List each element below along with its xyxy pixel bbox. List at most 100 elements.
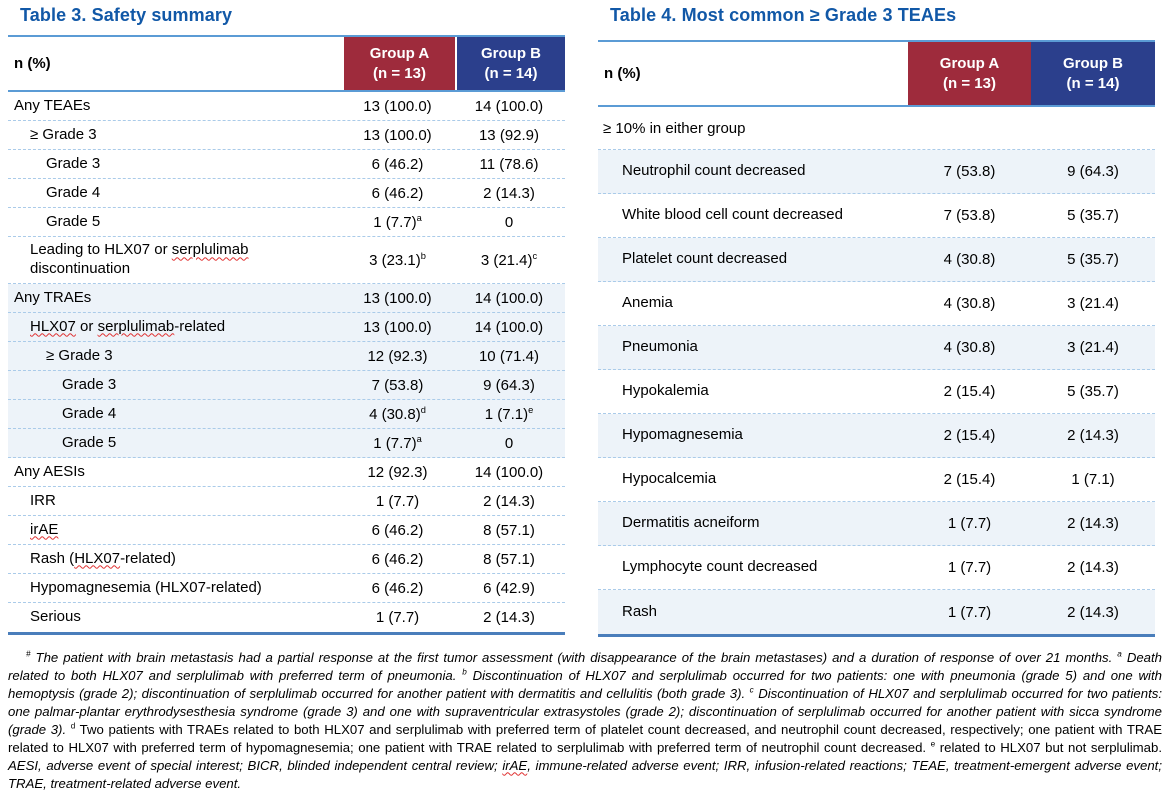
tables-row: Table 3. Safety summary n (%) Group A (n… (8, 5, 1155, 637)
group-b-value: 8 (57.1) (483, 550, 535, 568)
group-b-value: 9 (64.3) (1067, 163, 1119, 180)
text-segment: Grade 5 (62, 433, 117, 451)
group-a-value: 1 (7.7) (375, 492, 420, 510)
text-segment: Discontinuation of HLX07 and serplulimab… (8, 667, 1162, 701)
group-a-value: 3 (23.1)b (369, 250, 426, 269)
row-label: Platelet count decreased (622, 250, 788, 268)
row-label: ≥ Grade 3 (8, 124, 342, 147)
row-label: Lymphocyte count decreased (622, 558, 818, 576)
row-label: Grade 4 (8, 403, 342, 426)
group-a-name: Group A (369, 45, 430, 62)
row-label: Anemia (622, 294, 673, 312)
text-segment: Any TRAEs (14, 288, 92, 306)
table-row: Hypocalcemia 2 (15.4) 1 (7.1) (598, 458, 1155, 502)
row-label: Hypocalcemia (622, 470, 717, 488)
row-label: Leading to HLX07 or serplulimab disconti… (8, 239, 342, 281)
group-a-value: 6 (46.2) (371, 184, 424, 202)
group-b-value: 10 (71.4) (478, 347, 540, 365)
group-b-value: 9 (64.3) (483, 376, 535, 394)
table-row: ≥ Grade 3 12 (92.3) 10 (71.4) (8, 342, 565, 371)
text-segment: AESI, adverse event of special interest;… (8, 757, 503, 773)
group-b-value: 1 (7.1)e (484, 404, 534, 423)
table-row: Any TEAEs 13 (100.0) 14 (100.0) (8, 92, 565, 121)
row-label: Any TRAEs (8, 287, 342, 310)
group-b-value: 3 (21.4) (1067, 295, 1119, 312)
group-a-value: 1 (7.7)a (373, 212, 422, 231)
text-segment: Serious (30, 608, 81, 626)
table-row: Any TRAEs 13 (100.0) 14 (100.0) (8, 284, 565, 313)
text-segment: , immune-related adverse event; IRR, inf… (8, 757, 1163, 791)
text-segment: irAE (30, 520, 59, 538)
text-segment: Leading to HLX07 or (30, 241, 172, 259)
group-b-value: 6 (42.9) (483, 579, 535, 597)
row-label: Grade 4 (8, 182, 342, 205)
group-a-value: 2 (15.4) (943, 383, 996, 400)
table-row: Serious 1 (7.7) 2 (14.3) (8, 603, 565, 632)
group-b-value: 2 (14.3) (483, 492, 535, 510)
group-a-value: 12 (92.3) (367, 347, 428, 365)
group-a-value: 12 (92.3) (367, 463, 428, 481)
row-label: Hypomagnesemia (HLX07-related) (8, 577, 342, 600)
table-row: Grade 5 1 (7.7)a 0 (8, 429, 565, 458)
group-a-value: 7 (53.8) (943, 163, 996, 180)
text-segment: ≥ Grade 3 (30, 125, 97, 143)
text-segment: Death related to both HLX07 and serpluli… (8, 650, 1163, 683)
row-label: Rash (HLX07-related) (8, 548, 342, 571)
group-b-value: 0 (504, 213, 514, 231)
table-row: Any AESIs 12 (92.3) 14 (100.0) (8, 458, 565, 487)
text-segment: discontinuation (30, 260, 131, 277)
superscript-marker: e (930, 739, 936, 749)
row-label: Rash (622, 602, 658, 620)
row-label: Pneumonia (622, 338, 698, 356)
table-row: Grade 3 7 (53.8) 9 (64.3) (8, 371, 565, 400)
group-a-value: 4 (30.8) (943, 295, 996, 312)
text-segment: Grade 4 (46, 183, 101, 201)
row-label: Neutrophil count decreased (622, 162, 806, 180)
table-row: Hypomagnesemia 2 (15.4) 2 (14.3) (598, 414, 1155, 458)
row-label: Grade 3 (8, 153, 342, 176)
table-row: White blood cell count decreased 7 (53.8)… (598, 194, 1155, 238)
table-row: ≥ Grade 3 13 (100.0) 13 (92.9) (8, 121, 565, 150)
group-b-value: 13 (92.9) (478, 126, 540, 144)
text-segment: HLX07 (74, 549, 121, 567)
group-b-value: 14 (100.0) (474, 463, 544, 481)
table-row: Anemia 4 (30.8) 3 (21.4) (598, 282, 1155, 326)
text-segment: -related) (120, 549, 176, 567)
text-segment: or (75, 317, 98, 335)
row-label: Serious (8, 606, 342, 629)
text-segment: -related (174, 317, 226, 335)
row-label: IRR (8, 490, 342, 513)
row-label: Any AESIs (8, 461, 342, 484)
table3-header-n-pct: n (%) (14, 55, 51, 72)
table-row: Grade 3 6 (46.2) 11 (78.6) (8, 150, 565, 179)
group-a-value: 13 (100.0) (363, 318, 432, 336)
group-b-n: (n = 14) (484, 64, 538, 82)
table3-header-row: n (%) Group A (n = 13) Group B (n = 14) (8, 35, 565, 92)
table3-body: Any TEAEs 13 (100.0) 14 (100.0) ≥ Grade 3 13… (8, 92, 565, 635)
group-b-value: 3 (21.4) (1067, 339, 1119, 356)
group-a-value: 2 (15.4) (943, 471, 996, 488)
table-row: Grade 4 4 (30.8)d 1 (7.1)e (8, 400, 565, 429)
group-a-n: (n = 13) (373, 64, 426, 82)
table-row: irAE 6 (46.2) 8 (57.1) (8, 516, 565, 545)
table-row: Rash 1 (7.7) 2 (14.3) (598, 590, 1155, 634)
group-b-value: 5 (35.7) (1067, 251, 1119, 268)
text-segment: Grade 3 (46, 154, 101, 172)
group-b-value: 5 (35.7) (1067, 207, 1119, 224)
text-segment: serplulimab (97, 317, 175, 335)
group-b-value: 14 (100.0) (474, 289, 544, 307)
group-a-value: 6 (46.2) (371, 579, 424, 597)
group-a-value: 13 (100.0) (363, 289, 432, 307)
group-b-n: (n = 14) (1066, 74, 1120, 92)
group-a-value: 7 (53.8) (943, 207, 996, 224)
table4-header-row: n (%) Group A (n = 13) Group B (n = 14) (598, 40, 1155, 107)
table4-body: ≥ 10% in either group Neutrophil count d… (598, 107, 1155, 637)
group-b-value: 2 (14.3) (483, 184, 535, 202)
group-a-value: 13 (100.0) (363, 97, 432, 115)
table-row: Grade 4 6 (46.2) 2 (14.3) (8, 179, 565, 208)
superscript-marker: # (26, 649, 31, 659)
group-b-value: 8 (57.1) (483, 521, 535, 539)
row-label: Any TEAEs (8, 95, 342, 118)
table4-header-n-pct: n (%) (604, 65, 641, 82)
superscript-marker: a (1117, 649, 1122, 659)
